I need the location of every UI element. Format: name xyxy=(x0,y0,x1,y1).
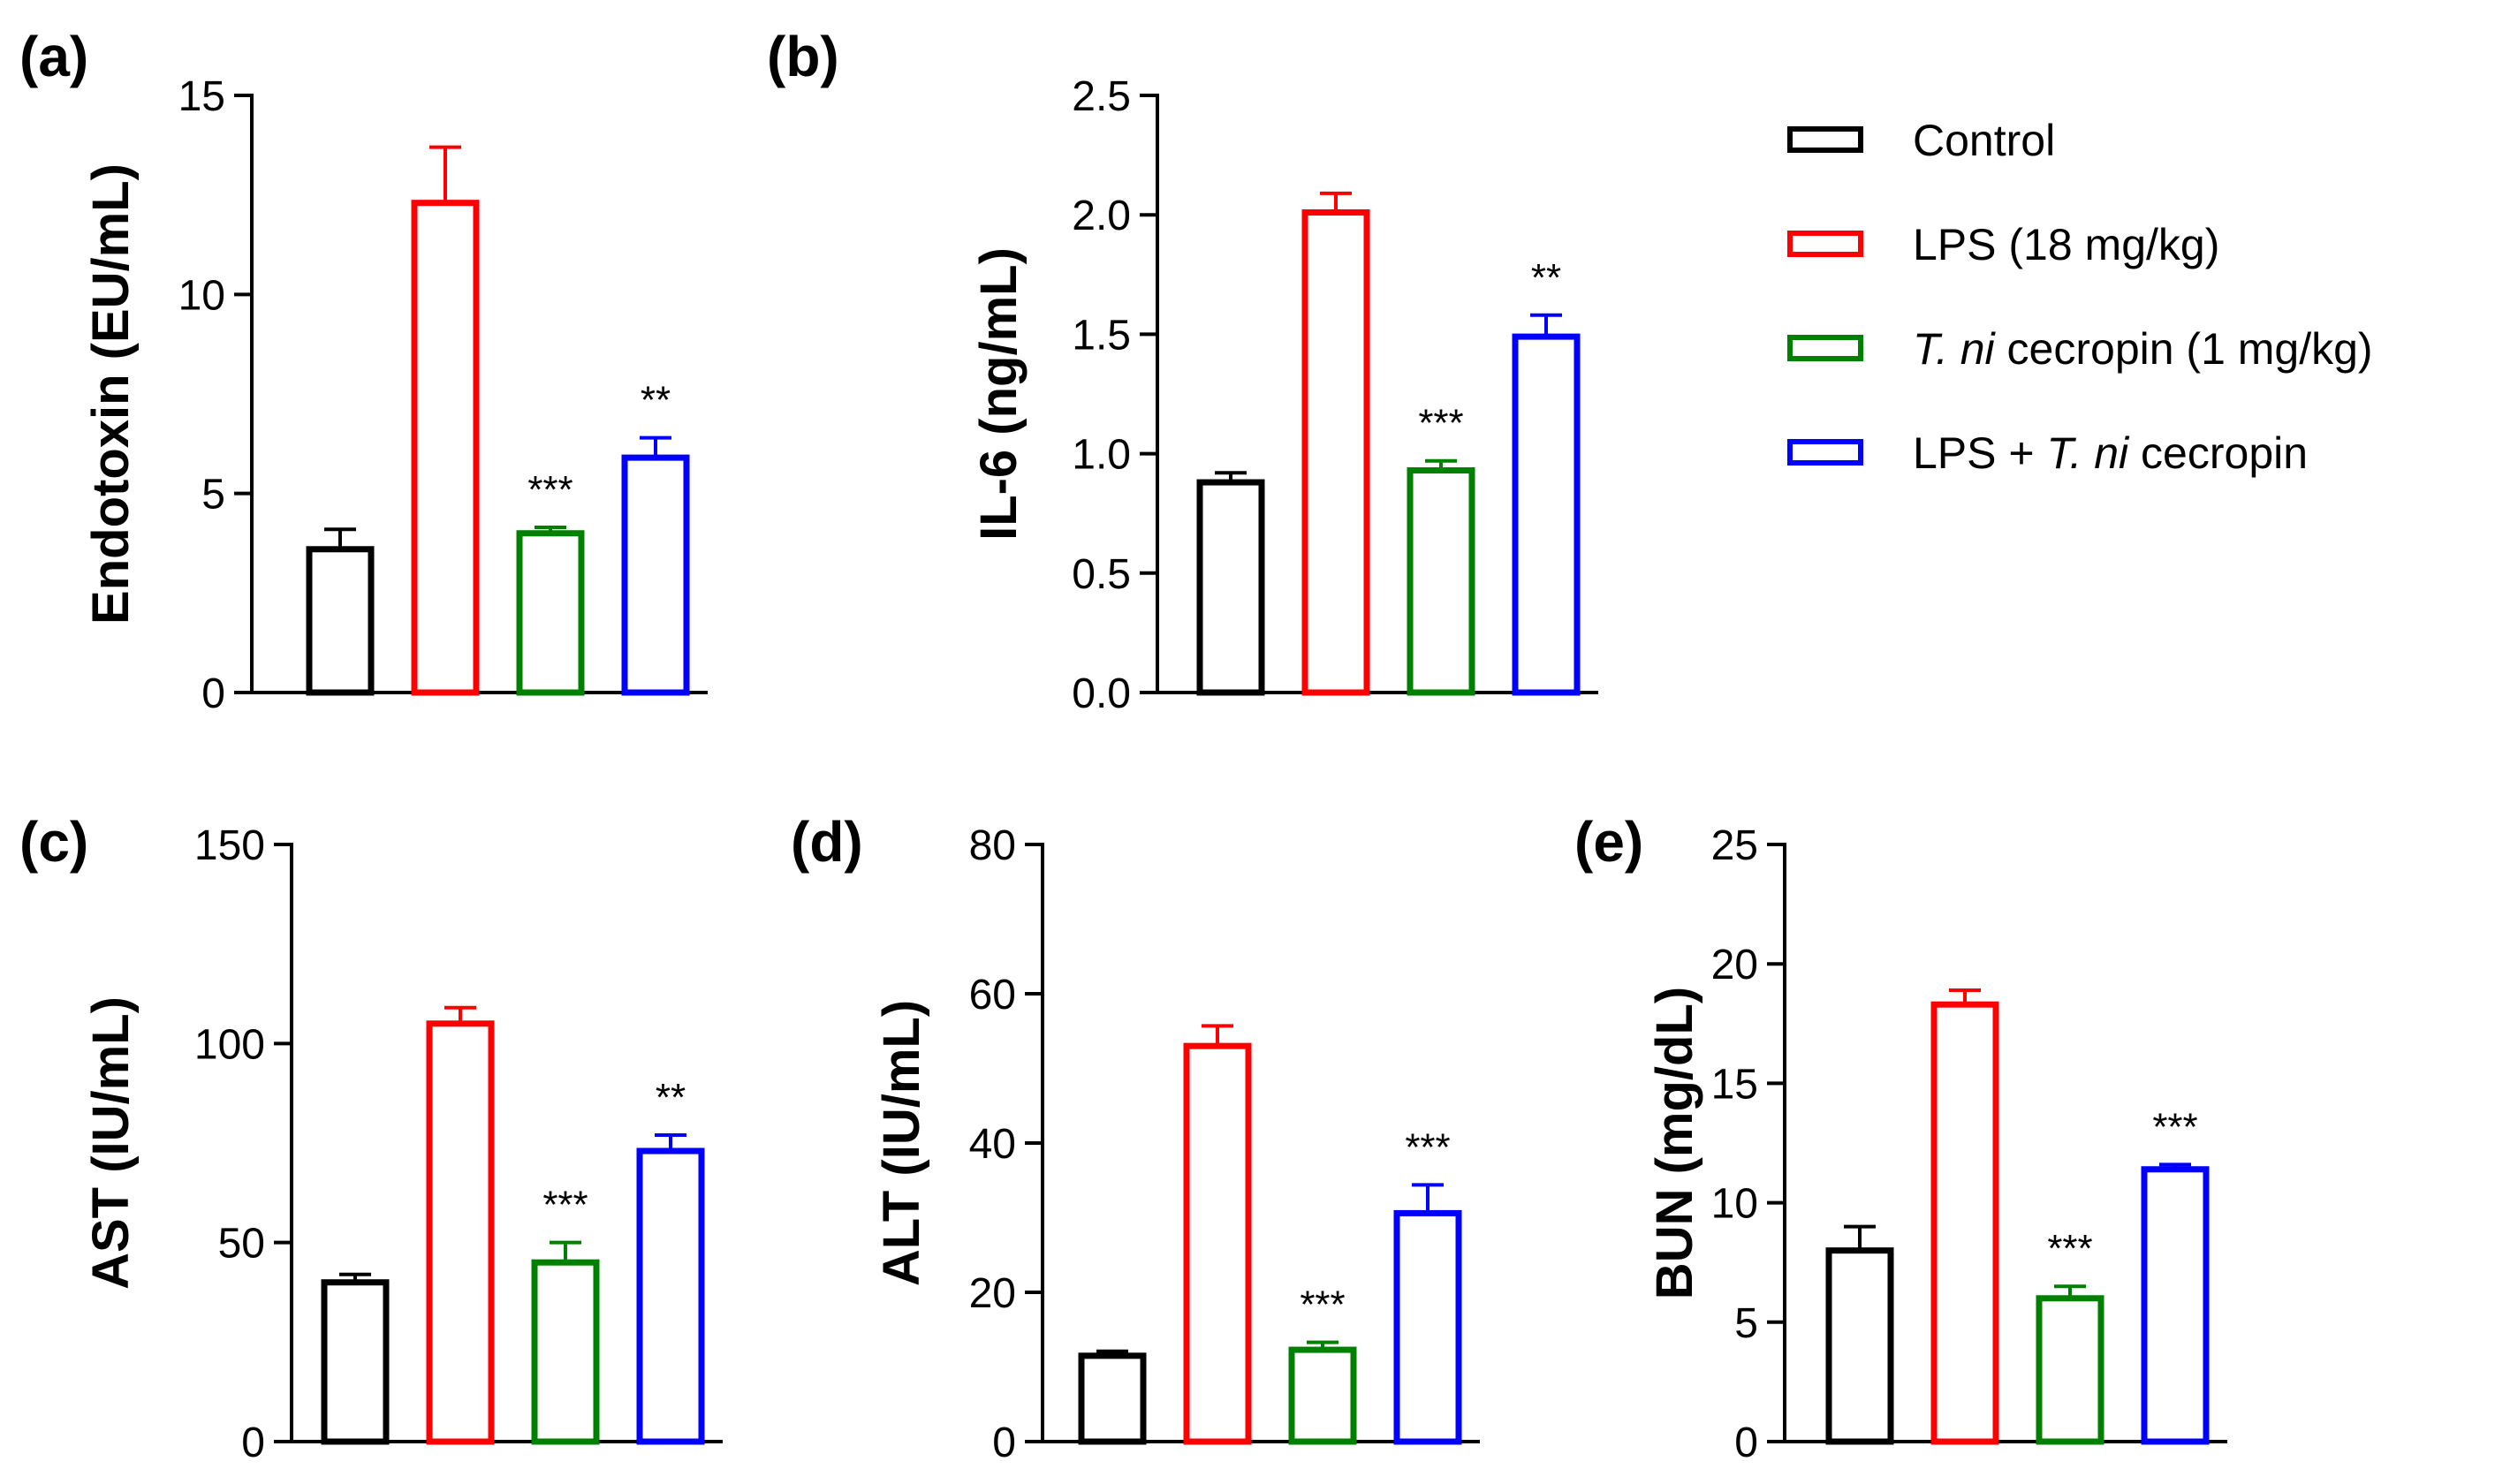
y-tick-label: 20 xyxy=(1711,942,1758,988)
bar-4 xyxy=(2141,1166,2210,1445)
significance-label: ** xyxy=(1531,256,1561,299)
legend-item: T. ni cecropin (1 mg/kg) xyxy=(1787,324,2373,374)
legend-swatch xyxy=(1787,231,1863,257)
legend-label: T. ni cecropin (1 mg/kg) xyxy=(1913,324,2373,374)
y-tick-label: 5 xyxy=(1734,1300,1758,1347)
legend-swatch xyxy=(1787,439,1863,466)
bar-4 xyxy=(636,1147,705,1445)
y-tick-label: 150 xyxy=(194,822,265,869)
y-tick-label: 5 xyxy=(201,472,225,519)
bar-3 xyxy=(1407,467,1475,696)
bar-1 xyxy=(321,1279,390,1445)
significance-label: *** xyxy=(542,1184,588,1227)
panel-label: (a) xyxy=(19,25,88,88)
panel-label: (b) xyxy=(767,25,839,88)
legend-item: LPS (18 mg/kg) xyxy=(1787,220,2219,269)
significance-label: *** xyxy=(1418,402,1463,445)
legend-label: Control xyxy=(1913,116,2055,165)
y-tick-label: 1.5 xyxy=(1072,312,1131,359)
panel-e: (e) 0 5 10 15 20 25 BUN (mg/dL) *** *** xyxy=(1574,810,2227,1466)
bar-3 xyxy=(1288,1346,1357,1445)
legend: Control LPS (18 mg/kg) T. ni cecropin (1 m… xyxy=(1787,116,2373,478)
bar-1 xyxy=(1825,1247,1894,1445)
legend-item: LPS + T. ni cecropin xyxy=(1787,428,2308,478)
legend-swatch xyxy=(1787,335,1863,361)
bar-2 xyxy=(426,1020,495,1445)
y-tick-label: 20 xyxy=(969,1270,1016,1317)
bar-4 xyxy=(1512,333,1581,696)
bar-3 xyxy=(516,530,585,696)
y-tick-label: 15 xyxy=(1711,1061,1758,1108)
significance-label: *** xyxy=(1405,1125,1450,1169)
panel-label: (e) xyxy=(1574,810,1643,874)
legend-swatch xyxy=(1787,126,1863,153)
legend-label: LPS + T. ni cecropin xyxy=(1913,428,2308,478)
bar-2 xyxy=(1301,208,1370,696)
y-axis-title: AST (IU/mL) xyxy=(82,996,140,1290)
y-tick-label: 0 xyxy=(201,670,225,717)
bar-3 xyxy=(2036,1295,2104,1445)
bar-1 xyxy=(306,546,375,696)
significance-label: *** xyxy=(527,468,573,511)
significance-label: *** xyxy=(2047,1227,2092,1270)
bar-2 xyxy=(1183,1042,1252,1445)
y-tick-label: 25 xyxy=(1711,822,1758,869)
bar-2 xyxy=(1930,1001,1999,1445)
bar-2 xyxy=(411,200,480,696)
legend-item: Control xyxy=(1787,116,2055,165)
y-tick-label: 0 xyxy=(992,1420,1016,1466)
y-axis-title: BUN (mg/dL) xyxy=(1646,987,1703,1299)
y-tick-label: 0.5 xyxy=(1072,551,1131,598)
panel-d: (d) 0 20 40 60 80 ALT (IU/mL) *** *** xyxy=(791,810,1480,1466)
bar-4 xyxy=(1393,1209,1462,1445)
y-tick-label: 40 xyxy=(969,1121,1016,1168)
y-tick-label: 100 xyxy=(194,1021,265,1068)
panel-label: (d) xyxy=(791,810,863,874)
panel-b: (b)0.00.51.01.52.02.5IL-6 (ng/mL) ***** xyxy=(767,25,1598,717)
bar-1 xyxy=(1196,479,1265,696)
significance-label: *** xyxy=(2152,1105,2197,1148)
y-tick-label: 0 xyxy=(1734,1420,1758,1466)
y-axis-title: ALT (IU/mL) xyxy=(873,1000,930,1286)
significance-label: ** xyxy=(641,379,671,422)
significance-label: *** xyxy=(1300,1283,1345,1327)
y-tick-label: 1.0 xyxy=(1072,432,1131,479)
legend-label: LPS (18 mg/kg) xyxy=(1913,220,2219,269)
y-tick-label: 0.0 xyxy=(1072,670,1131,717)
y-tick-label: 50 xyxy=(218,1221,265,1268)
y-axis-title: IL-6 (ng/mL) xyxy=(970,247,1028,541)
y-tick-label: 60 xyxy=(969,972,1016,1018)
y-tick-label: 0 xyxy=(241,1420,265,1466)
bar-1 xyxy=(1078,1352,1147,1445)
panel-label: (c) xyxy=(19,810,88,874)
bar-3 xyxy=(531,1259,600,1445)
y-axis-title: Endotoxin (EU/mL) xyxy=(82,163,140,625)
y-tick-label: 15 xyxy=(178,73,225,120)
y-tick-label: 10 xyxy=(1711,1181,1758,1228)
significance-label: ** xyxy=(656,1076,686,1119)
y-tick-label: 2.5 xyxy=(1072,73,1131,120)
y-tick-label: 10 xyxy=(178,272,225,319)
y-tick-label: 80 xyxy=(969,822,1016,869)
y-tick-label: 2.0 xyxy=(1072,193,1131,239)
bar-4 xyxy=(621,454,690,696)
